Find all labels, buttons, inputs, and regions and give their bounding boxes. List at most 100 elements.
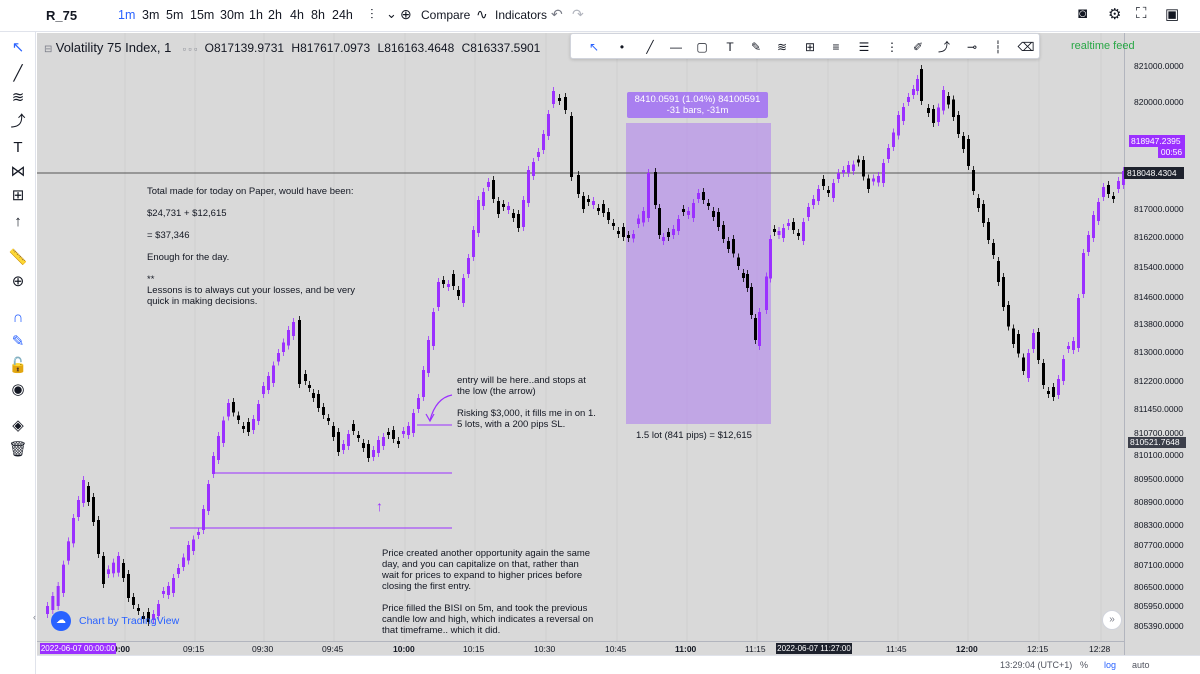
auto-toggle[interactable]: auto (1132, 660, 1150, 670)
price-tick-label: 807700.0000 (1134, 540, 1184, 550)
price-tick-label: 815400.0000 (1134, 262, 1184, 272)
timeframe-30m[interactable]: 30m (220, 8, 245, 22)
timeframe-4h[interactable]: 4h (290, 8, 304, 22)
prediction-icon[interactable]: ⊞ (11, 187, 25, 204)
slider-tool-icon[interactable]: ⊸ (966, 40, 978, 54)
legend-title: Volatility 75 Index, 1 (55, 40, 172, 55)
redo-icon[interactable]: ↷ (572, 6, 584, 22)
eye-icon[interactable]: ◉ (11, 381, 25, 398)
scroll-right-button[interactable]: » (1102, 610, 1122, 630)
fib-ext-icon[interactable]: ☰ (858, 40, 870, 54)
time-tick-label: 11:00 (675, 644, 697, 654)
path-tool-icon[interactable]: ⤴ (937, 40, 950, 54)
tradingview-watermark[interactable]: ☁ Chart by TradingView (51, 611, 179, 631)
arrow-up-icon[interactable]: ↑ (14, 213, 22, 230)
pattern-icon[interactable]: ⋈ (10, 163, 26, 180)
ruler-icon[interactable]: 📏 (8, 249, 28, 266)
indicators-icon[interactable]: ∿ (476, 6, 488, 22)
pen-tool-icon[interactable]: ✐ (912, 40, 924, 54)
legend-high-label: H (291, 41, 301, 55)
price-tick-label: 807100.0000 (1134, 560, 1184, 570)
timeframe-2h[interactable]: 2h (268, 8, 282, 22)
timeframe-15m[interactable]: 15m (190, 8, 215, 22)
price-tick-label: 816200.0000 (1134, 232, 1184, 242)
eraser-icon[interactable]: ⌫ (1017, 40, 1035, 54)
chart-legend: ⊟ Volatility 75 Index, 1 ▫ ▫ ▫ O817139.9… (44, 40, 540, 55)
compare-icon[interactable]: ⊕ (400, 6, 412, 22)
channel-tool-icon[interactable]: ≋ (776, 40, 788, 54)
timeframe-1m[interactable]: 1m (118, 8, 136, 22)
text-tool-icon[interactable]: T (726, 40, 734, 54)
indicators-button[interactable]: Indicators (495, 8, 548, 22)
stay-drawing-icon[interactable]: ✎ (11, 333, 25, 350)
time-tick-label: 10:00 (393, 644, 415, 654)
countdown-badge: 00:56 (1158, 147, 1185, 158)
price-tick-label: 805950.0000 (1134, 601, 1184, 611)
grid-tool-icon[interactable]: ⊞ (804, 40, 816, 54)
timeframe-3m[interactable]: 3m (142, 8, 160, 22)
fib-circles-icon[interactable]: ⋮ (886, 40, 898, 54)
tradingview-logo-icon: ☁ (51, 611, 71, 631)
layers-icon[interactable]: ◈ (12, 417, 24, 434)
price-tick-label: 805390.0000 (1134, 621, 1184, 631)
timeframe-8h[interactable]: 8h (311, 8, 325, 22)
magnet-icon[interactable]: ∩ (12, 309, 24, 326)
time-tick-label: 12:28 (1089, 644, 1111, 654)
fib-tool-icon[interactable]: ≡ (832, 40, 840, 54)
undo-icon[interactable]: ↶ (551, 6, 563, 22)
chart-type-chevron-icon[interactable]: ⌄ (386, 6, 397, 21)
cursor-tool-icon[interactable]: ↖ (588, 40, 600, 54)
symbol-name[interactable]: R_75 (46, 8, 78, 23)
price-tick-label: 808300.0000 (1134, 520, 1184, 530)
price-tick-label: 812200.0000 (1134, 376, 1184, 386)
save-icon[interactable]: ▣ (1165, 6, 1180, 23)
price-tick-label: 810100.0000 (1134, 450, 1184, 460)
horizontal-line-icon[interactable]: — (670, 40, 682, 54)
timeframe-24h[interactable]: 24h (332, 8, 353, 22)
legend-close: 816337.5901 (470, 41, 541, 55)
clock-label: 13:29:04 (UTC+1) (1000, 660, 1073, 670)
time-tick-label: 10:15 (463, 644, 485, 654)
price-tick-label: 820000.0000 (1134, 97, 1184, 107)
pitchfork-icon[interactable]: ≋ (11, 89, 25, 106)
line-tool-icon[interactable]: ╱ (646, 40, 654, 54)
price-tick-label: 813800.0000 (1134, 319, 1184, 329)
price-created-note[interactable]: Price created another opportunity again … (382, 548, 594, 636)
time-axis[interactable] (37, 641, 1124, 655)
brush-tool-icon[interactable]: ✎ (750, 40, 762, 54)
entry-note[interactable]: entry will be here..and stops at the low… (457, 375, 596, 430)
summary-note[interactable]: Total made for today on Paper, would hav… (147, 186, 356, 307)
legend-high: 817617.0973 (300, 41, 371, 55)
percent-toggle[interactable]: % (1080, 660, 1089, 670)
lot-note[interactable]: 1.5 lot (841 pips) = $12,615 (636, 430, 752, 441)
realtime-feed-label: realtime feed (1071, 40, 1135, 52)
timeframe-5m[interactable]: 5m (166, 8, 184, 22)
compare-button[interactable]: Compare (421, 8, 471, 22)
text-icon[interactable]: T (13, 139, 23, 156)
timeframe-1h[interactable]: 1h (249, 8, 263, 22)
dot-tool-icon[interactable]: • (619, 40, 625, 54)
price-tick-label: 806500.0000 (1134, 582, 1184, 592)
legend-toggle-icon[interactable]: ⊟ (44, 44, 53, 55)
fullscreen-icon[interactable]: ⛶ (1136, 5, 1147, 22)
brush-icon[interactable]: ⤴ (10, 113, 26, 130)
legend-open: 817139.9731 (213, 41, 285, 55)
gear-icon[interactable]: ⚙ (1108, 6, 1122, 23)
cursor-icon[interactable]: ↖ (11, 39, 25, 56)
time-tick-label: 11:15 (745, 644, 766, 654)
time-tick-label: 12:15 (1027, 644, 1049, 654)
candles-icon[interactable]: ⫶ (370, 6, 374, 22)
rectangle-tool-icon[interactable]: ▢ (696, 40, 708, 54)
trend-line-icon[interactable]: ╱ (13, 65, 23, 82)
line-price-badge: 810521.7648 (1128, 437, 1186, 448)
collapse-left-button[interactable]: ‹ (33, 612, 36, 622)
trash-icon[interactable]: 🗑 (8, 441, 28, 458)
log-toggle[interactable]: log (1104, 660, 1117, 670)
camera-icon[interactable]: ◙ (1078, 5, 1088, 22)
price-tick-label: 811450.0000 (1134, 404, 1184, 414)
vertical-line-icon[interactable]: ┆ (994, 40, 1002, 54)
lock-icon[interactable]: 🔓 (8, 357, 28, 374)
chart-pane[interactable] (37, 33, 1124, 655)
zoom-in-icon[interactable]: ⊕ (11, 273, 25, 290)
measure-line1: 8410.0591 (1.04%) 84100591 (634, 94, 761, 105)
